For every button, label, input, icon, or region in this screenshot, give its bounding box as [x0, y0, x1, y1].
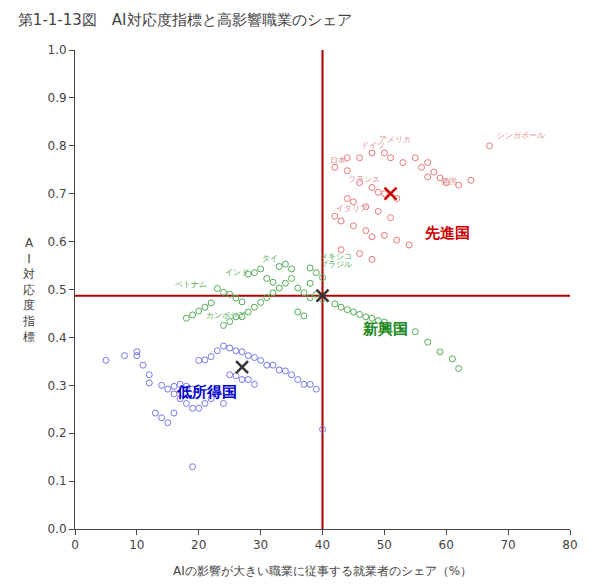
- svg-text:日本: 日本: [330, 156, 346, 165]
- svg-text:メキシコ: メキシコ: [320, 252, 352, 261]
- svg-text:0.4: 0.4: [48, 331, 67, 345]
- svg-text:新興国: 新興国: [362, 320, 408, 338]
- svg-text:インド: インド: [225, 268, 249, 277]
- svg-text:80: 80: [562, 538, 577, 552]
- svg-text:0: 0: [71, 538, 79, 552]
- svg-text:40: 40: [315, 538, 330, 552]
- svg-text:シンガポール: シンガポール: [497, 131, 545, 140]
- svg-text:AI対応度指標: AI対応度指標: [22, 236, 35, 344]
- svg-text:0.8: 0.8: [48, 139, 67, 153]
- svg-text:0.6: 0.6: [48, 235, 67, 249]
- svg-text:先進国: 先進国: [424, 224, 470, 242]
- svg-text:第1-1-13図 AI対応度指標と高影響職業のシェア: 第1-1-13図 AI対応度指標と高影響職業のシェア: [18, 11, 352, 29]
- svg-text:1.0: 1.0: [48, 43, 67, 57]
- svg-text:フランス: フランス: [348, 175, 380, 184]
- svg-text:30: 30: [253, 538, 268, 552]
- svg-text:ドイツ: ドイツ: [361, 141, 385, 150]
- svg-text:20: 20: [191, 538, 206, 552]
- svg-text:タイ: タイ: [262, 254, 278, 263]
- svg-text:70: 70: [500, 538, 515, 552]
- svg-text:0.1: 0.1: [48, 474, 67, 488]
- svg-text:60: 60: [439, 538, 454, 552]
- svg-text:ブラジル: ブラジル: [320, 260, 352, 269]
- svg-text:英国: 英国: [441, 177, 457, 186]
- svg-text:0.2: 0.2: [48, 426, 67, 440]
- svg-text:AIの影響が大きい職業に従事する就業者のシェア（%）: AIの影響が大きい職業に従事する就業者のシェア（%）: [173, 564, 472, 578]
- svg-text:50: 50: [377, 538, 392, 552]
- svg-text:アメリカ: アメリカ: [379, 135, 411, 144]
- svg-text:0.9: 0.9: [48, 91, 67, 105]
- svg-text:0.7: 0.7: [48, 187, 67, 201]
- svg-text:低所得国: 低所得国: [176, 383, 237, 401]
- svg-text:10: 10: [129, 538, 144, 552]
- svg-text:ベトナム: ベトナム: [175, 280, 207, 289]
- svg-text:イタリア: イタリア: [336, 204, 368, 213]
- svg-text:0.3: 0.3: [48, 379, 67, 393]
- svg-text:0.0: 0.0: [48, 522, 67, 536]
- svg-text:カンボジア: カンボジア: [206, 311, 246, 320]
- svg-text:0.5: 0.5: [48, 283, 67, 297]
